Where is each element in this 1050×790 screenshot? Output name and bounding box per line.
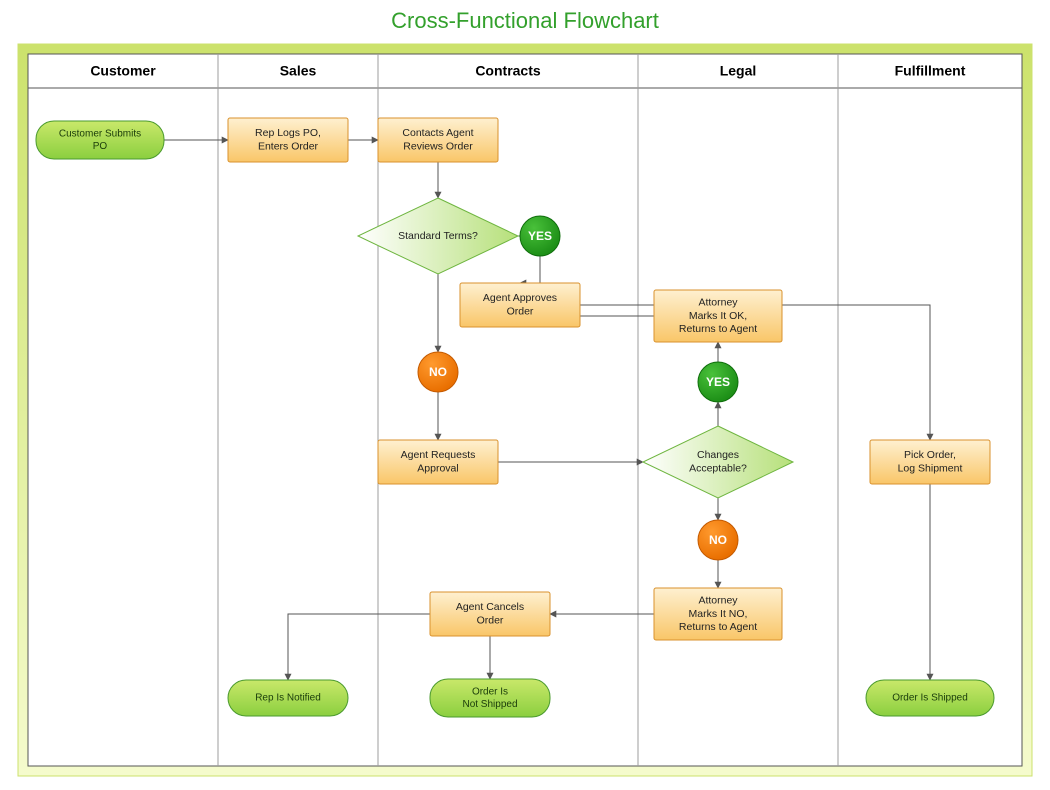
node-no1: NO (418, 352, 458, 392)
node-replogs-label: Enters Order (258, 140, 319, 152)
node-attno-label: Returns to Agent (679, 621, 757, 633)
node-shipped: Order Is Shipped (866, 680, 994, 716)
node-yes1: YES (520, 216, 560, 256)
lane-header-legal: Legal (720, 63, 757, 79)
node-pick-label: Log Shipment (898, 462, 963, 474)
node-start: Customer Submits PO (36, 121, 164, 159)
node-start-label: Customer Submits (59, 128, 141, 139)
node-stdterms-label: Standard Terms? (398, 230, 478, 242)
node-request-label: Agent Requests (401, 449, 476, 461)
swimlane-inner (28, 54, 1022, 766)
node-cancel-label: Agent Cancels (456, 601, 524, 613)
node-pick-label: Pick Order, (904, 449, 956, 461)
node-no2: NO (698, 520, 738, 560)
node-attno-label: Marks It NO, (689, 608, 748, 620)
flowchart-canvas: Customer Sales Contracts Legal Fulfillment Cu… (0, 0, 1050, 790)
node-request: Agent RequestsApproval (378, 440, 498, 484)
no-badge-label: NO (429, 365, 447, 379)
lane-header-sales: Sales (280, 63, 317, 79)
node-notship-label: Order Is (472, 686, 508, 697)
node-yes2: YES (698, 362, 738, 402)
node-notship: Order Is Not Shipped (430, 679, 550, 717)
node-changes-label: Changes (697, 449, 739, 461)
node-cancel-label: Order (477, 614, 504, 626)
node-review: Contacts AgentReviews Order (378, 118, 498, 162)
node-repnote-label: Rep Is Notified (255, 693, 321, 704)
node-changes-label: Acceptable? (689, 462, 747, 474)
lane-header-customer: Customer (90, 63, 156, 79)
node-approve: Agent ApprovesOrder (460, 283, 580, 327)
page-root: Cross-Functional Flowchart CustomerSales… (0, 0, 1050, 790)
node-start-label: PO (93, 141, 108, 152)
node-attok-label: Attorney (698, 297, 738, 309)
node-repnote: Rep Is Notified (228, 680, 348, 716)
node-request-label: Approval (417, 462, 458, 474)
node-approve-label: Agent Approves (483, 292, 557, 304)
node-replogs-label: Rep Logs PO, (255, 127, 321, 139)
node-cancel: Agent CancelsOrder (430, 592, 550, 636)
node-attok: AttorneyMarks It OK,Returns to Agent (654, 290, 782, 342)
node-pick: Pick Order,Log Shipment (870, 440, 990, 484)
no-badge-label: NO (709, 533, 727, 547)
node-notship-label: Not Shipped (462, 699, 517, 710)
node-approve-label: Order (507, 305, 534, 317)
node-review-label: Contacts Agent (402, 127, 473, 139)
node-review-label: Reviews Order (403, 140, 473, 152)
node-shipped-label: Order Is Shipped (892, 693, 968, 704)
node-attno-label: Attorney (698, 595, 738, 607)
yes-badge-label: YES (706, 375, 730, 389)
lane-header-fulfillment: Fulfillment (895, 63, 966, 79)
node-attok-label: Returns to Agent (679, 323, 757, 335)
lane-header-contracts: Contracts (475, 63, 541, 79)
yes-badge-label: YES (528, 229, 552, 243)
node-attno: AttorneyMarks It NO,Returns to Agent (654, 588, 782, 640)
node-replogs: Rep Logs PO,Enters Order (228, 118, 348, 162)
node-attok-label: Marks It OK, (689, 310, 747, 322)
